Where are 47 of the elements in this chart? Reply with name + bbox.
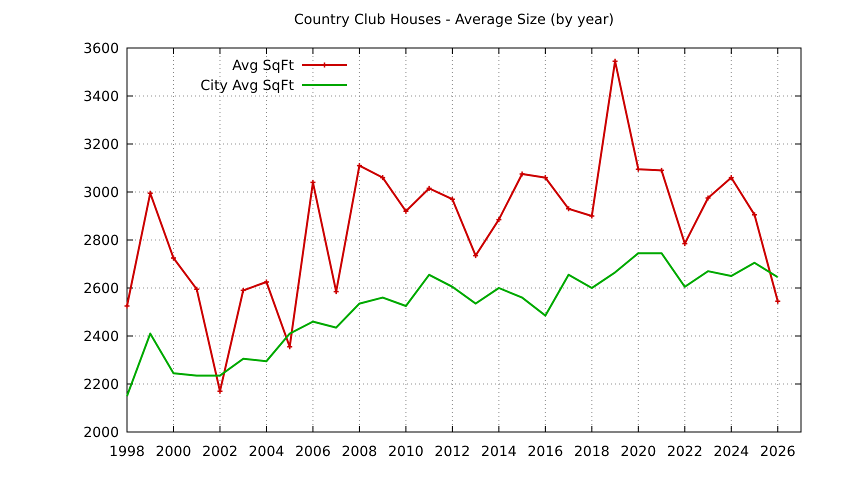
point xyxy=(496,216,502,223)
point xyxy=(449,196,456,202)
point xyxy=(170,254,177,262)
y-tick-label: 3400 xyxy=(83,89,119,105)
y-tick-label: 3600 xyxy=(83,41,119,57)
x-tick-label: 2010 xyxy=(388,444,424,460)
line-series xyxy=(126,252,779,397)
x-tick-label: 2016 xyxy=(528,444,564,460)
x-tick-label: 2014 xyxy=(481,444,517,460)
point xyxy=(472,252,479,259)
x-tick-label: 2022 xyxy=(666,444,703,460)
y-tick-label: 2200 xyxy=(83,377,119,393)
point xyxy=(263,278,270,286)
y-tick-label: 2600 xyxy=(83,281,119,297)
point xyxy=(728,174,735,181)
y-tick-label: 3000 xyxy=(83,185,119,201)
point xyxy=(402,208,410,214)
x-tick-label: 2018 xyxy=(574,444,610,460)
point xyxy=(426,185,432,192)
point xyxy=(379,174,386,181)
x-tick-label: 2004 xyxy=(248,444,284,460)
legend-label: Avg SqFt xyxy=(232,58,294,74)
x-tick-label: 2012 xyxy=(434,444,470,460)
x-tick-label: 2006 xyxy=(295,444,331,460)
x-tick-label: 2008 xyxy=(342,444,378,460)
point xyxy=(240,287,246,294)
point xyxy=(704,194,712,202)
point xyxy=(518,170,526,178)
x-tick-label: 2026 xyxy=(760,444,796,460)
point xyxy=(751,212,758,218)
x-tick-label: 2024 xyxy=(713,444,750,460)
y-tick-label: 2000 xyxy=(83,425,119,441)
x-tick-label: 2000 xyxy=(156,444,192,460)
y-tick-label: 2800 xyxy=(83,233,119,249)
point xyxy=(542,174,549,181)
chart-title: Country Club Houses - Average Size (by year) xyxy=(294,12,614,28)
point xyxy=(193,286,200,292)
point xyxy=(356,162,363,169)
x-tick-label: 2020 xyxy=(620,444,656,460)
point xyxy=(565,206,572,212)
point xyxy=(658,167,665,174)
x-tick-label: 2002 xyxy=(202,444,238,460)
y-tick-label: 3200 xyxy=(83,137,119,153)
x-tick-label: 1998 xyxy=(109,444,145,460)
y-tick-label: 2400 xyxy=(83,329,119,345)
point xyxy=(588,212,596,220)
legend-label: City Avg SqFt xyxy=(200,78,294,94)
